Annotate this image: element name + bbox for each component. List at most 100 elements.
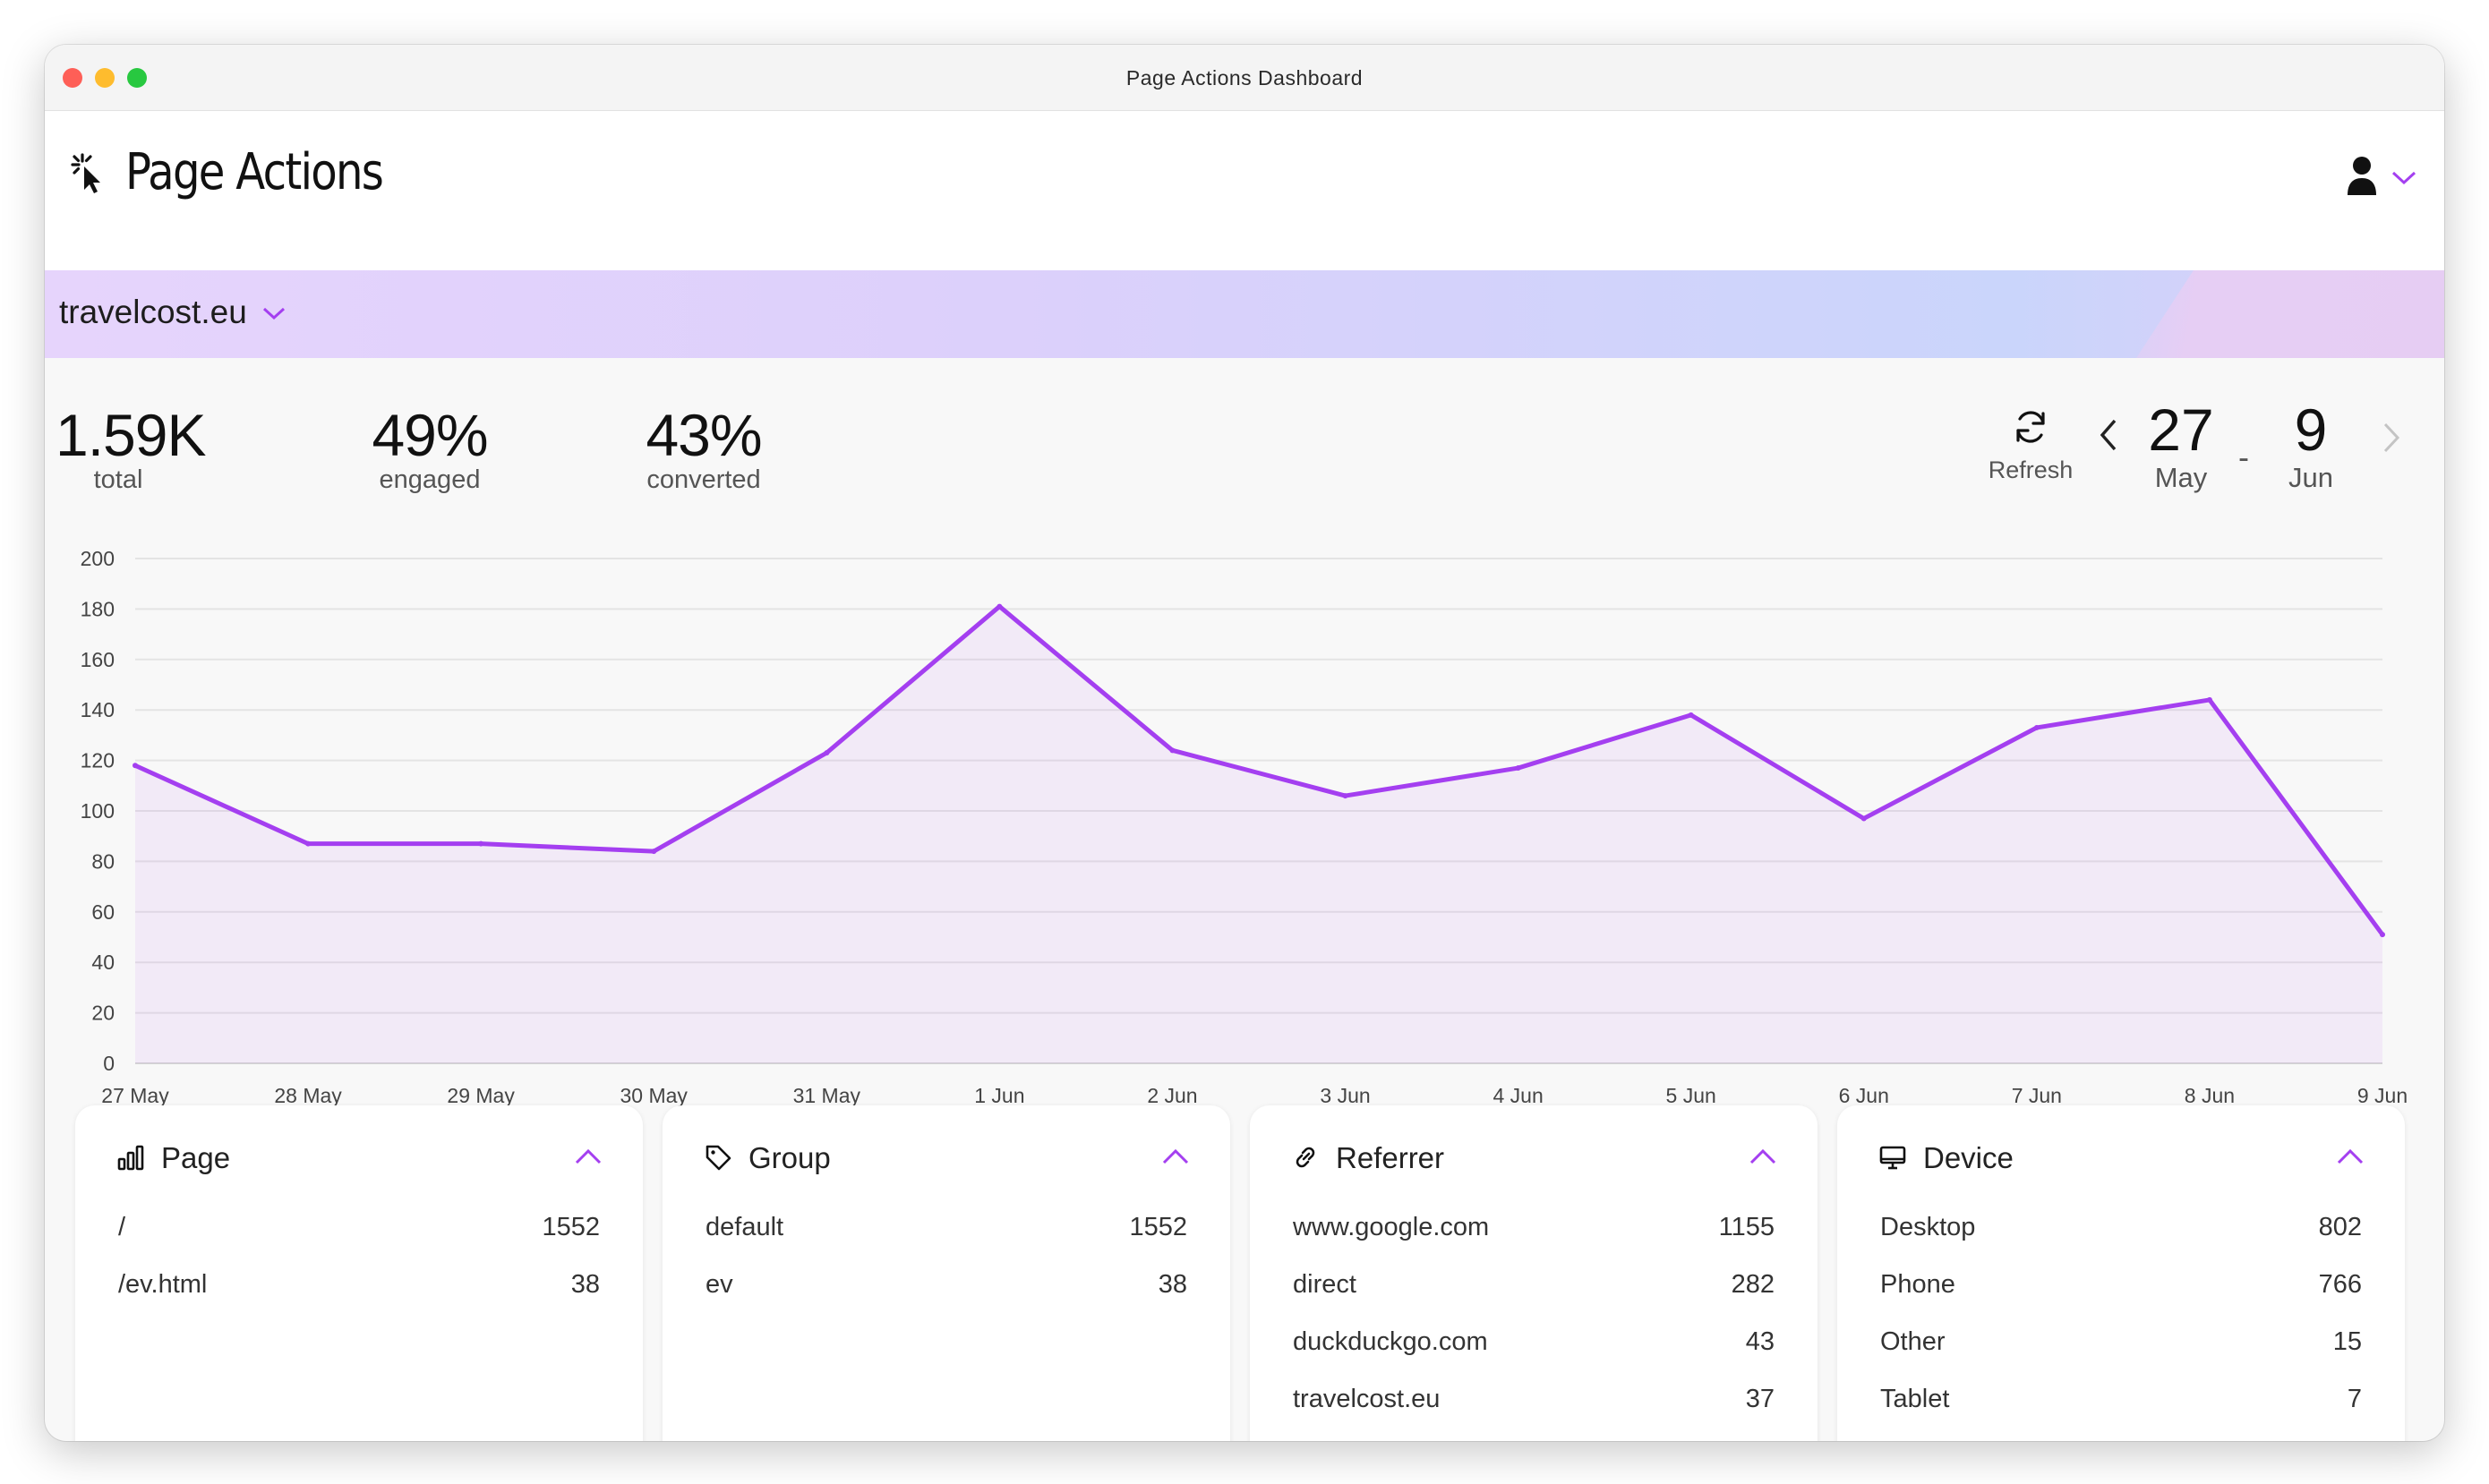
x-tick-label: 29 May [447,1084,515,1107]
list-item[interactable]: / 1552 [118,1198,600,1256]
chevron-up-icon[interactable] [2335,1147,2365,1166]
chevron-right-icon[interactable] [2378,419,2405,456]
row-value: 1552 [542,1212,600,1241]
user-menu-button[interactable] [2346,154,2421,200]
list-item[interactable]: Other 15 [1880,1313,2362,1370]
stat-total: 1.59K total [56,401,206,495]
row-label: www.google.com [1293,1212,1490,1241]
chevron-up-icon[interactable] [573,1147,603,1166]
row-label: default [706,1212,784,1241]
y-tick-label: 60 [91,900,115,924]
series-area [135,606,2382,1063]
site-selector[interactable]: travelcost.eu [59,294,247,330]
row-value: 1552 [1129,1212,1187,1241]
row-label: ev [706,1269,733,1299]
data-point[interactable] [1169,747,1176,754]
row-label: duckduckgo.com [1293,1326,1488,1356]
data-point[interactable] [2380,932,2385,938]
end-date[interactable]: 9 Jun [2271,396,2351,494]
row-value: 38 [570,1269,600,1299]
chevron-left-icon[interactable] [2093,414,2122,456]
list-item[interactable]: ev 38 [706,1256,1187,1313]
row-label: /ev.html [118,1269,208,1299]
x-tick-label: 28 May [274,1084,342,1107]
data-point[interactable] [1860,815,1867,822]
data-point[interactable] [1515,765,1521,772]
title-bar: Page Actions Dashboard [45,45,2444,111]
stat-engaged: 49% engaged [358,401,501,495]
maximize-window-button[interactable] [127,68,147,88]
app-title: Page Actions [125,143,384,201]
app-window: Page Actions Dashboard Page Actions [45,45,2444,1441]
chevron-up-icon[interactable] [1748,1147,1778,1166]
row-label: Phone [1880,1269,1955,1299]
x-tick-label: 3 Jun [1320,1084,1370,1107]
y-tick-label: 100 [81,799,115,823]
chevron-down-icon [2391,171,2416,185]
refresh-button[interactable]: Refresh [1979,407,2083,484]
end-date-day: 9 [2294,397,2328,463]
row-value: 15 [2332,1326,2362,1356]
data-point[interactable] [824,750,830,756]
card-rows: Desktop 802 Phone 766 Other 15 Tablet 7 [1880,1198,2362,1428]
close-window-button[interactable] [63,68,82,88]
list-item[interactable]: direct 282 [1293,1256,1775,1313]
x-tick-label: 7 Jun [2012,1084,2062,1107]
row-value: 43 [1745,1326,1775,1356]
stat-label: converted [646,465,761,494]
chevron-down-icon[interactable] [261,303,287,324]
x-tick-label: 5 Jun [1666,1084,1716,1107]
card-title: Referrer [1336,1141,1445,1174]
list-item[interactable]: www.google.com 1155 [1293,1198,1775,1256]
y-tick-label: 80 [91,849,115,873]
data-point[interactable] [305,840,312,847]
page-card: Page / 1552 /ev.html 38 [75,1105,643,1441]
activity-chart: 0 20 40 60 80 100 120 140 160 180 200 27 May 28 May 2… [81,547,2408,1107]
data-point[interactable] [1342,793,1348,799]
group-card: Group default 1552 ev 38 [663,1105,1230,1441]
start-date[interactable]: 27 May [2131,396,2231,494]
card-rows: www.google.com 1155 direct 282 duckduckgo.… [1293,1198,1775,1428]
row-label: Desktop [1880,1212,1976,1241]
card-rows: / 1552 /ev.html 38 [118,1198,600,1313]
y-tick-label: 20 [91,1002,115,1025]
stat-label: engaged [379,465,481,494]
list-item[interactable]: travelcost.eu 37 [1293,1370,1775,1428]
x-tick-label: 8 Jun [2185,1084,2235,1107]
row-value: 766 [2318,1269,2362,1299]
list-item[interactable]: duckduckgo.com 43 [1293,1313,1775,1370]
card-title: Group [748,1141,831,1174]
y-tick-label: 200 [81,547,115,570]
list-item[interactable]: /ev.html 38 [118,1256,600,1313]
x-tick-label: 9 Jun [2357,1084,2408,1107]
data-point[interactable] [1688,712,1694,718]
device-card: Device Desktop 802 Phone 766 Other 15 Table… [1837,1105,2405,1441]
y-tick-label: 160 [81,648,115,671]
date-separator: - [2238,439,2249,475]
window-title: Page Actions Dashboard [1125,66,1364,90]
minimize-window-button[interactable] [95,68,115,88]
refresh-label: Refresh [1988,456,2074,483]
data-point[interactable] [133,763,138,769]
site-selector-bar: travelcost.eu [45,270,2444,358]
data-point[interactable] [2033,724,2040,730]
row-label: direct [1293,1269,1356,1299]
chevron-up-icon[interactable] [1160,1147,1191,1166]
data-point[interactable] [478,840,484,847]
referrer-card: Referrer www.google.com 1155 direct 282 du… [1250,1105,1818,1441]
row-value: 282 [1731,1269,1775,1299]
list-item[interactable]: default 1552 [706,1198,1187,1256]
x-tick-label: 6 Jun [1839,1084,1889,1107]
list-item[interactable]: Tablet 7 [1880,1370,2362,1428]
data-point[interactable] [996,603,1003,610]
row-value: 37 [1745,1384,1775,1413]
list-item[interactable]: Desktop 802 [1880,1198,2362,1256]
data-point[interactable] [2206,696,2212,703]
list-item[interactable]: Phone 766 [1880,1256,2362,1313]
end-date-month: Jun [2288,462,2333,493]
stat-converted: 43% converted [632,401,775,495]
link-icon [1296,1147,1315,1168]
stat-value: 1.59K [56,402,206,468]
data-point[interactable] [651,849,657,855]
x-tick-label: 2 Jun [1147,1084,1197,1107]
